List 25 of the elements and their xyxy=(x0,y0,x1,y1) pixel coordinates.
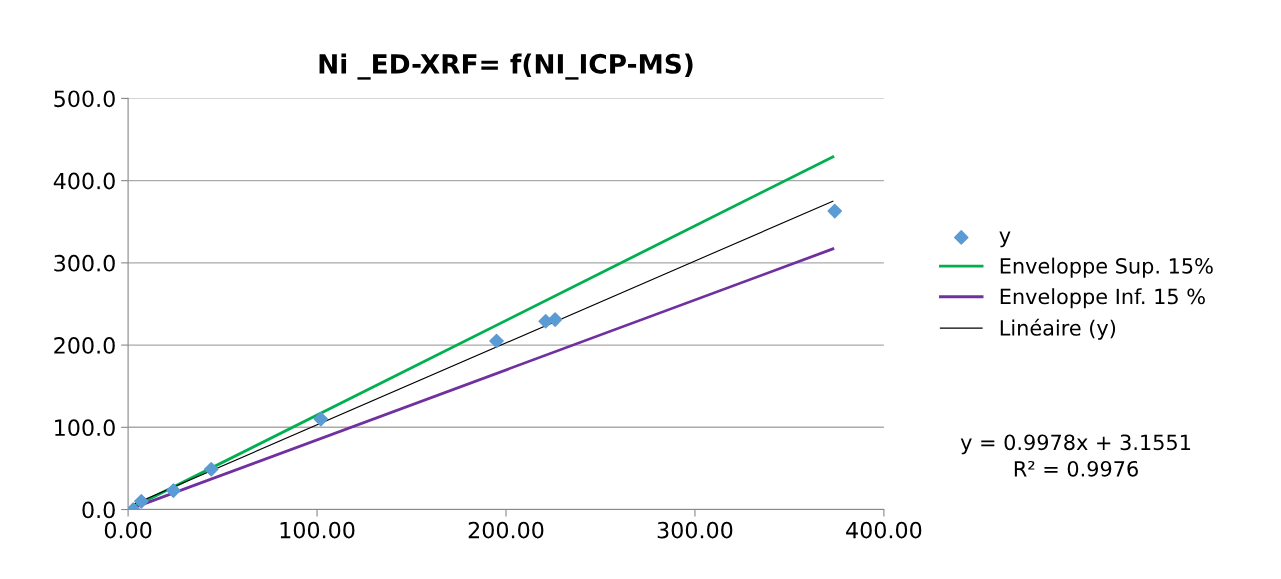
point xyxy=(827,203,843,219)
point xyxy=(203,461,219,477)
point xyxy=(313,411,329,427)
y-tick-label: 500.0 xyxy=(54,90,115,108)
point xyxy=(489,333,504,349)
chart-title: Ni _ED-XRF= f(NI_ICP-MS) xyxy=(319,53,693,80)
y-tick-label: 0.0 xyxy=(82,501,115,519)
point xyxy=(134,494,149,509)
point xyxy=(166,483,181,498)
legend-label: Enveloppe Sup. 15% xyxy=(1000,257,1213,278)
y-tick-label: 100.0 xyxy=(55,419,115,437)
x-tick-label: 0.00 xyxy=(104,521,152,539)
x-tick-label: 400.00 xyxy=(846,521,922,539)
y-tick-label: 200.0 xyxy=(54,337,115,354)
point xyxy=(538,313,553,329)
x-tick-label: 300.00 xyxy=(657,521,733,539)
legend-label: Linéaire (y) xyxy=(1000,318,1116,340)
legend-label: y xyxy=(999,231,1011,248)
y-tick-label: 300.0 xyxy=(54,254,115,272)
text: y = 0.9978x + 3.1551 R² = 0.9976 xyxy=(960,434,1191,477)
point xyxy=(547,312,563,327)
legend-label: Enveloppe Inf. 15 % xyxy=(1000,288,1205,309)
x-tick-label: 200.00 xyxy=(468,521,544,539)
x-tick-label: 100.00 xyxy=(280,521,355,539)
y-tick-label: 400.0 xyxy=(53,172,115,190)
